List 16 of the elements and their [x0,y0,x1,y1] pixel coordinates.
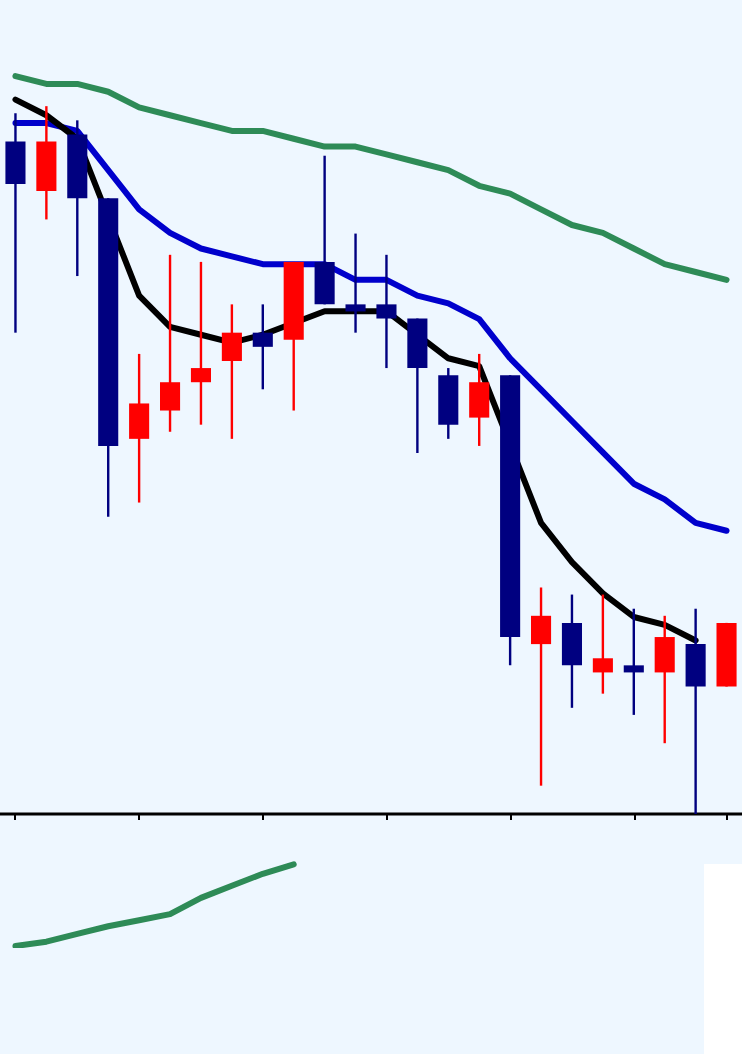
candlestick [654,614,675,745]
candlestick [314,154,335,306]
candlestick [561,593,583,710]
candlestick [685,607,706,816]
candlestick [592,593,613,695]
candlestick [252,303,273,391]
candlestick [376,253,397,370]
candlestick [345,232,366,334]
candlestick [221,303,242,441]
candlestick [190,260,212,426]
candlestick [129,352,150,504]
candlestick [159,253,181,433]
candlestick [469,352,490,448]
candlestick [530,586,552,787]
candlestick [623,607,644,717]
candlestick [5,112,26,334]
